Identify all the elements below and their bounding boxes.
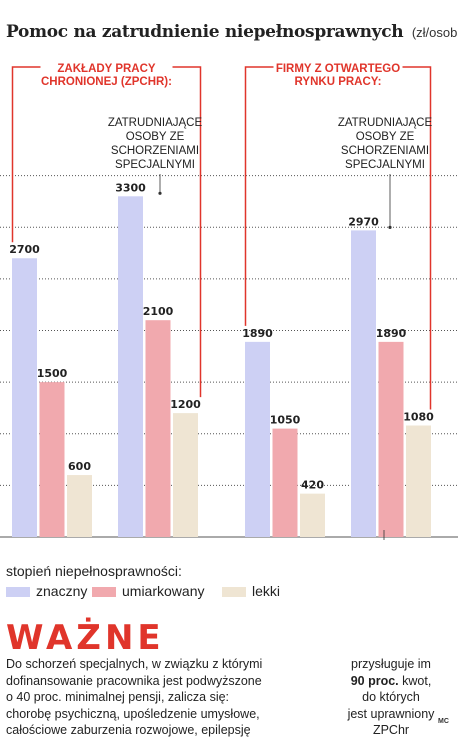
note-left-line: chorobę psychiczną, upośledzenie umysłow… <box>6 706 260 721</box>
note-left-line: o 40 proc. minimalnej pensji, zalicza si… <box>6 690 230 704</box>
bar-chart: 2700 1500 600 3300 2100 1200 1890 1050 420 2970 18… <box>0 63 458 540</box>
bar-znaczny <box>12 258 37 537</box>
note-left-line: całościowe zaburzenia rozwojowe, epileps… <box>6 723 251 737</box>
bar-lekki <box>300 493 325 537</box>
legend-label-lekki: lekki <box>252 583 281 599</box>
group-label: RYNKU PRACY: <box>295 76 382 88</box>
bar-value-label: 600 <box>68 460 91 473</box>
legend-item-znaczny: znaczny <box>6 582 87 600</box>
note-right-text: przysługuje im 90 proc. kwot, do których… <box>332 656 450 739</box>
bar-value-label: 1080 <box>403 410 434 423</box>
group-bracket <box>244 66 274 326</box>
note-right-line: przysługuje im <box>351 657 431 671</box>
important-heading: WAŻNE <box>6 618 165 658</box>
annotation-label: SPECJALNYMI <box>115 159 195 171</box>
bar-znaczny <box>351 230 376 538</box>
group-label: FIRMY Z OTWARTEGO <box>276 63 400 75</box>
annotation-label: SCHORZENIAMI <box>341 145 429 157</box>
group-bracket <box>172 66 202 398</box>
legend-label-umiarkowany: umiarkowany <box>122 583 205 599</box>
group-bracket <box>402 66 432 410</box>
note-right-after-bold: kwot, <box>398 673 432 688</box>
bar-value-label: 1500 <box>37 367 68 380</box>
legend-item-umiarkowany: umiarkowany <box>92 582 204 600</box>
group-label: CHRONIONEJ (ZPCHR): <box>41 76 172 88</box>
annotation-dot <box>158 191 162 195</box>
annotation-label: SCHORZENIAMI <box>111 145 199 157</box>
bar-value-label: 1890 <box>242 327 273 340</box>
group-bracket <box>11 66 41 243</box>
bar-znaczny <box>118 196 143 537</box>
bar-znaczny <box>245 341 270 537</box>
bar-value-label: 2100 <box>143 305 174 318</box>
annotation-label: OSOBY ZE <box>356 131 415 143</box>
note-right-line: 90 proc. kwot, <box>332 673 450 690</box>
group-label: ZAKŁADY PRACY <box>57 63 156 75</box>
annotation-label: SPECJALNYMI <box>345 159 425 171</box>
bar-value-label: 2700 <box>9 243 40 256</box>
bar-value-label: 2970 <box>348 215 379 228</box>
bar-umiarkowany <box>378 341 404 537</box>
bar-umiarkowany <box>272 428 298 537</box>
legend-label-znaczny: znaczny <box>36 583 88 599</box>
bar-value-label: 1890 <box>376 327 407 340</box>
note-left-line: Do schorzeń specjalnych, w związku z któ… <box>6 657 263 671</box>
annotation-label: ZATRUDNIAJĄCE <box>338 117 433 129</box>
chart-unit: (zł/osoba) <box>411 25 458 40</box>
annotation-label: ZATRUDNIAJĄCE <box>108 117 203 129</box>
bar-value-label: 1200 <box>170 398 201 411</box>
note-right-line: jest uprawniony <box>347 706 435 721</box>
note-right-line: ZPChr <box>372 723 410 737</box>
bar-lekki <box>406 425 431 537</box>
note-left-line: dofinansowanie pracownika jest podwyższo… <box>6 673 262 688</box>
bar-value-label: 1050 <box>270 414 301 427</box>
note-right-bold: 90 proc. <box>350 673 399 688</box>
note-left-text: Do schorzeń specjalnych, w związku z któ… <box>6 656 331 739</box>
chart-title-row: Pomoc na zatrudnienie niepełnosprawnych … <box>6 22 458 42</box>
annotation-dot <box>388 225 392 229</box>
annotation-label: OSOBY ZE <box>126 131 185 143</box>
bar-lekki <box>67 475 92 537</box>
chart-title: Pomoc na zatrudnienie niepełnosprawnych <box>6 22 404 42</box>
author-credit: MC <box>438 718 449 725</box>
bar-umiarkowany <box>39 382 65 537</box>
legend-swatch-lekki <box>222 587 246 598</box>
note-right-line: do których <box>362 690 420 704</box>
bar-lekki <box>173 413 198 537</box>
legend-swatch-znaczny <box>6 587 30 598</box>
legend-swatch-umiarkowany <box>92 587 116 598</box>
bar-umiarkowany <box>145 320 171 537</box>
legend-title: stopień niepełnosprawności: <box>6 563 182 579</box>
bar-value-label: 3300 <box>115 181 146 194</box>
bar-value-label: 420 <box>301 479 324 492</box>
legend-item-lekki: lekki <box>222 582 280 600</box>
